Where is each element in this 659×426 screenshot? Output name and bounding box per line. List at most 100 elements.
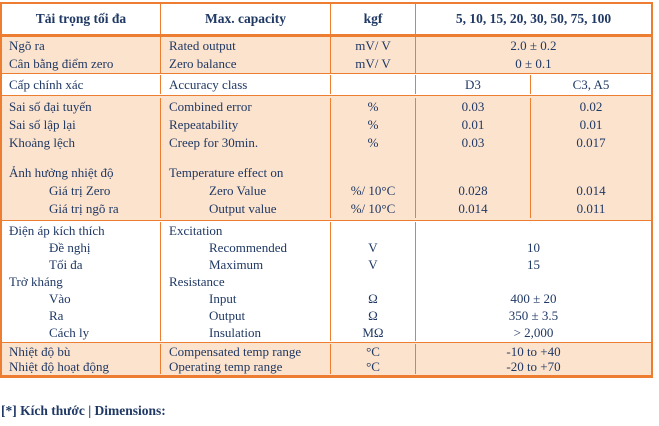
- table-group-2: Cấp chính xác Accuracy class D3 C3, A5: [2, 73, 651, 95]
- table-column-unit: %%% %/ 10°C %/ 10°C: [330, 98, 415, 218]
- cell-unit: %/ 10°C: [350, 183, 396, 198]
- cell-vn: Cấp chính xác: [9, 77, 84, 92]
- cell-en: Repeatability: [169, 117, 239, 132]
- cell-vn: Vào: [49, 291, 71, 306]
- cell-vn: Ra: [49, 308, 64, 323]
- cell-unit: %: [367, 135, 379, 150]
- cell-en: Accuracy class: [169, 77, 248, 92]
- cell-v2: 0.01: [579, 117, 603, 132]
- cell-vn: Điện áp kích thích: [9, 223, 105, 238]
- cell-vn: Giá trị ngõ ra: [49, 201, 119, 216]
- cell-unit: [331, 164, 415, 182]
- cell-v1: -20 to +70: [506, 359, 561, 374]
- table-column-en: Rated output Zero balance: [160, 37, 330, 73]
- cell-vn: Giá trị Zero: [49, 183, 111, 198]
- header-cell-capacity-values: 5, 10, 15, 20, 30, 50, 75, 100: [415, 4, 651, 34]
- cell-v1: 2.0 ± 0.2: [510, 38, 557, 53]
- cell-v2: 0.017: [576, 135, 606, 150]
- table-group-1: Ngõ ra Cân bằng điểm zero Rated output Zero…: [2, 37, 651, 73]
- spacer-row: [161, 152, 330, 164]
- cell-v1: D3: [465, 77, 481, 92]
- cell-vn: Sai số lập lại: [9, 117, 76, 132]
- cell-en: Compensated temp range: [169, 344, 302, 359]
- document-page: Tải trọng tối đa Max. capacity kgf 5, 10…: [0, 2, 659, 419]
- cell-vn: Trở kháng: [9, 274, 63, 289]
- table-column-vn: Nhiệt độ bù Nhiệt độ hoạt động: [2, 344, 160, 374]
- table-column-v2: 0.02 0.01 0.017 0.014 0.011: [530, 98, 651, 218]
- cell-v1: 0.03: [461, 99, 485, 114]
- table-column-v1: D3: [415, 75, 530, 94]
- cell-unit: MΩ: [362, 325, 384, 340]
- cell-en: Maximum: [209, 257, 264, 272]
- cell-v2: 0.02: [579, 99, 603, 114]
- cell-v2: 0.011: [576, 201, 606, 216]
- cell-v1: 15: [527, 257, 540, 272]
- cell-unit: °C: [366, 359, 380, 374]
- cell-unit: %: [367, 117, 379, 132]
- cell-unit: °C: [366, 344, 380, 359]
- table-column-v1: 0.03 0.01 0.03 0.028 0.014: [415, 98, 530, 218]
- table-column-v1: 10 15 400 ± 20 350 ± 3.5 > 2,000: [415, 222, 651, 341]
- cell-en: Resistance: [169, 274, 225, 289]
- cell-v1: > 2,000: [513, 325, 554, 340]
- cell-unit: [331, 75, 415, 94]
- cell-en: Output value: [209, 201, 277, 216]
- table-column-v1: 2.0 ± 0.2 0 ± 0.1: [415, 37, 651, 73]
- cell-en: Excitation: [169, 223, 223, 238]
- cell-unit: Ω: [368, 308, 378, 323]
- cell-en: Output: [209, 308, 246, 323]
- cell-v1: 0.03: [461, 135, 485, 150]
- cell-v1: 0 ± 0.1: [515, 56, 552, 71]
- table-column-unit: V V Ω Ω MΩ: [330, 222, 415, 341]
- header-cell-capacity-en: Max. capacity: [160, 4, 330, 34]
- cell-unit: V: [368, 257, 378, 272]
- spec-table: Tải trọng tối đa Max. capacity kgf 5, 10…: [0, 2, 653, 378]
- table-column-en: Accuracy class: [160, 75, 330, 94]
- header-cell-capacity-vn: Tải trọng tối đa: [35, 11, 127, 26]
- cell-en: Zero Value: [209, 183, 267, 198]
- table-column-vn: Ngõ ra Cân bằng điểm zero: [2, 37, 160, 73]
- table-column-unit: mV/ V mV/ V: [330, 37, 415, 73]
- cell-v1: [416, 222, 651, 239]
- table-header-row: Tải trọng tối đa Max. capacity kgf 5, 10…: [2, 4, 651, 37]
- cell-unit: V: [368, 240, 378, 255]
- table-group-3: Sai số đại tuyến Sai số lập lại Khoảng lệc…: [2, 95, 651, 220]
- cell-en: Rated output: [169, 38, 236, 53]
- cell-vn: Ảnh hưởng nhiệt độ: [9, 165, 114, 180]
- cell-en: Input: [209, 291, 237, 306]
- cell-en: Creep for 30min.: [169, 135, 259, 150]
- table-group-5: Nhiệt độ bù Nhiệt độ hoạt động Compensated…: [2, 342, 651, 375]
- cell-en: Combined error: [169, 99, 252, 114]
- cell-v1: 400 ± 20: [510, 291, 557, 306]
- cell-v1: [416, 164, 530, 182]
- spec-table-body: Ngõ ra Cân bằng điểm zero Rated output Zero…: [2, 37, 651, 375]
- cell-vn: Cách ly: [49, 325, 90, 340]
- cell-vn: Nhiệt độ bù: [9, 344, 71, 359]
- spacer-row: [531, 152, 651, 164]
- cell-vn: Cân bằng điểm zero: [9, 56, 114, 71]
- cell-unit: mV/ V: [355, 38, 391, 53]
- cell-v1: -10 to +40: [506, 344, 561, 359]
- cell-v1: 350 ± 3.5: [508, 308, 559, 323]
- table-column-en: Combined error Repeatability Creep for 30m…: [160, 98, 330, 218]
- cell-vn: Đề nghị: [49, 240, 91, 255]
- cell-v1: 0.014: [458, 201, 488, 216]
- spacer-row: [331, 152, 415, 164]
- dimensions-heading: [*] Kích thước | Dimensions:: [1, 403, 166, 418]
- table-column-v2: C3, A5: [530, 75, 651, 94]
- table-column-vn: Sai số đại tuyến Sai số lập lại Khoảng lệc…: [2, 98, 160, 218]
- table-column-vn: Cấp chính xác: [2, 75, 160, 94]
- cell-v2: [531, 164, 651, 182]
- cell-en: Recommended: [209, 240, 287, 255]
- cell-en: Operating temp range: [169, 359, 283, 374]
- table-column-en: Excitation Recommended Maximum Resistance In…: [160, 222, 330, 341]
- cell-unit: [331, 273, 415, 290]
- cell-en: Insulation: [209, 325, 261, 340]
- cell-vn: Tối đa: [49, 257, 83, 272]
- cell-unit: mV/ V: [355, 56, 391, 71]
- cell-v1: 10: [527, 240, 540, 255]
- spacer-row: [2, 152, 160, 164]
- cell-unit: %/ 10°C: [350, 201, 396, 216]
- cell-vn: Ngõ ra: [9, 38, 45, 53]
- cell-en: Temperature effect on: [169, 165, 284, 180]
